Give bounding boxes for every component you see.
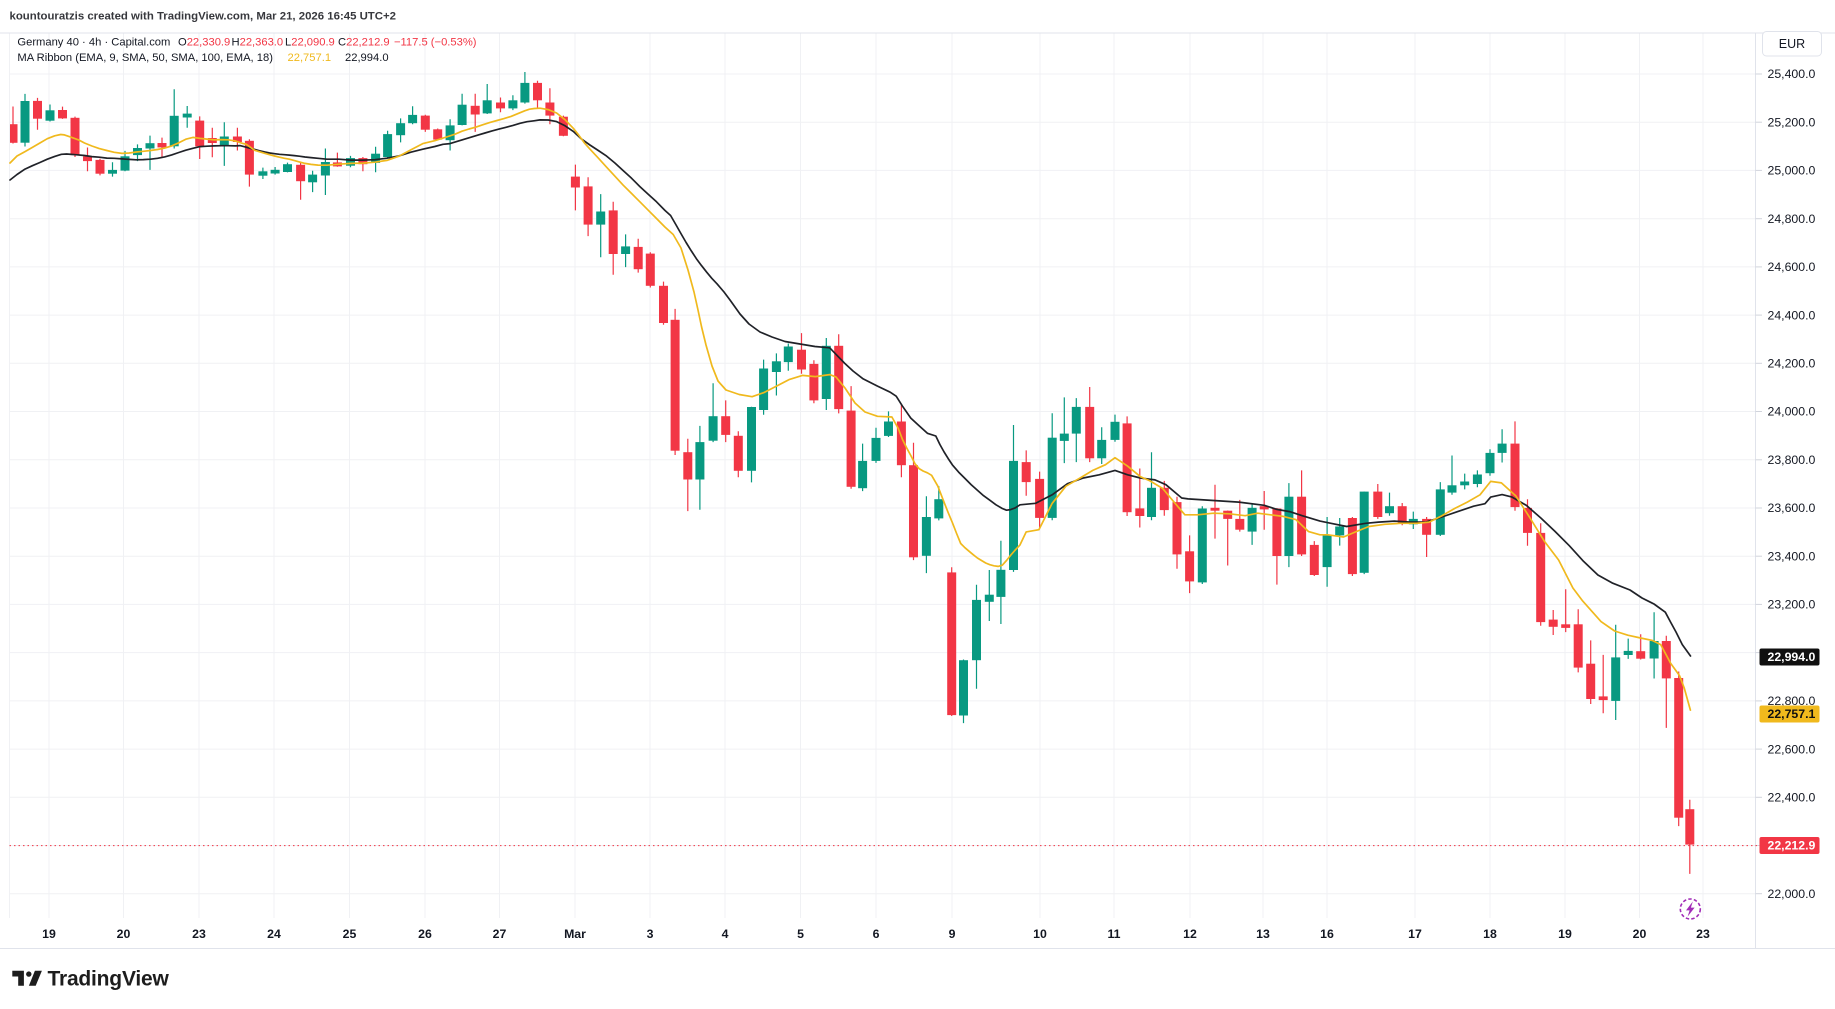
svg-text:25: 25 (343, 927, 357, 941)
svg-text:H22,363.0: H22,363.0 (232, 36, 284, 48)
svg-text:9: 9 (949, 927, 956, 941)
svg-text:12: 12 (1183, 927, 1197, 941)
svg-text:EUR: EUR (1779, 37, 1805, 51)
svg-text:27: 27 (493, 927, 507, 941)
svg-text:19: 19 (42, 927, 56, 941)
svg-text:22,000.0: 22,000.0 (1768, 887, 1816, 901)
svg-text:24: 24 (267, 927, 281, 941)
svg-text:4: 4 (722, 927, 729, 941)
svg-text:O22,330.9: O22,330.9 (178, 36, 230, 48)
svg-text:22,400.0: 22,400.0 (1768, 791, 1816, 805)
svg-text:20: 20 (117, 927, 131, 941)
svg-text:24,800.0: 24,800.0 (1768, 212, 1816, 226)
svg-text:16: 16 (1320, 927, 1334, 941)
svg-text:23,400.0: 23,400.0 (1768, 549, 1816, 563)
svg-text:5: 5 (797, 927, 804, 941)
svg-text:Mar: Mar (564, 927, 586, 941)
svg-text:22,757.1: 22,757.1 (1768, 707, 1816, 721)
svg-text:18: 18 (1483, 927, 1497, 941)
svg-text:24,000.0: 24,000.0 (1768, 405, 1816, 419)
svg-text:23,200.0: 23,200.0 (1768, 598, 1816, 612)
svg-text:TradingView: TradingView (48, 967, 170, 990)
svg-text:6: 6 (873, 927, 880, 941)
svg-text:25,400.0: 25,400.0 (1768, 67, 1816, 81)
svg-text:22,994.0: 22,994.0 (345, 52, 389, 64)
svg-text:10: 10 (1033, 927, 1047, 941)
svg-text:24,200.0: 24,200.0 (1768, 357, 1816, 371)
svg-text:20: 20 (1633, 927, 1647, 941)
svg-text:3: 3 (647, 927, 654, 941)
svg-text:MA Ribbon (EMA, 9, SMA, 50, SM: MA Ribbon (EMA, 9, SMA, 50, SMA, 100, EM… (17, 52, 273, 64)
svg-text:23,600.0: 23,600.0 (1768, 501, 1816, 515)
svg-text:24,400.0: 24,400.0 (1768, 308, 1816, 322)
svg-text:13: 13 (1256, 927, 1270, 941)
svg-text:23: 23 (1696, 927, 1710, 941)
svg-text:19: 19 (1558, 927, 1572, 941)
svg-text:L22,090.9: L22,090.9 (285, 36, 335, 48)
svg-text:kountouratzis created with Tra: kountouratzis created with TradingView.c… (10, 11, 396, 23)
svg-text:22,800.0: 22,800.0 (1768, 694, 1816, 708)
svg-text:26: 26 (418, 927, 432, 941)
svg-text:25,000.0: 25,000.0 (1768, 164, 1816, 178)
svg-text:23,800.0: 23,800.0 (1768, 453, 1816, 467)
svg-text:22,212.9: 22,212.9 (1768, 839, 1816, 853)
svg-text:11: 11 (1108, 927, 1121, 941)
svg-text:C22,212.9: C22,212.9 (338, 36, 390, 48)
svg-text:22,757.1: 22,757.1 (288, 52, 332, 64)
svg-text:25,200.0: 25,200.0 (1768, 115, 1816, 129)
svg-text:17: 17 (1408, 927, 1422, 941)
svg-text:24,600.0: 24,600.0 (1768, 260, 1816, 274)
svg-text:22,994.0: 22,994.0 (1768, 650, 1816, 664)
svg-text:22,600.0: 22,600.0 (1768, 742, 1816, 756)
svg-text:23: 23 (192, 927, 206, 941)
svg-text:−117.5 (−0.53%): −117.5 (−0.53%) (394, 36, 477, 48)
svg-text:Germany 40 · 4h · Capital.com: Germany 40 · 4h · Capital.com (17, 36, 170, 48)
